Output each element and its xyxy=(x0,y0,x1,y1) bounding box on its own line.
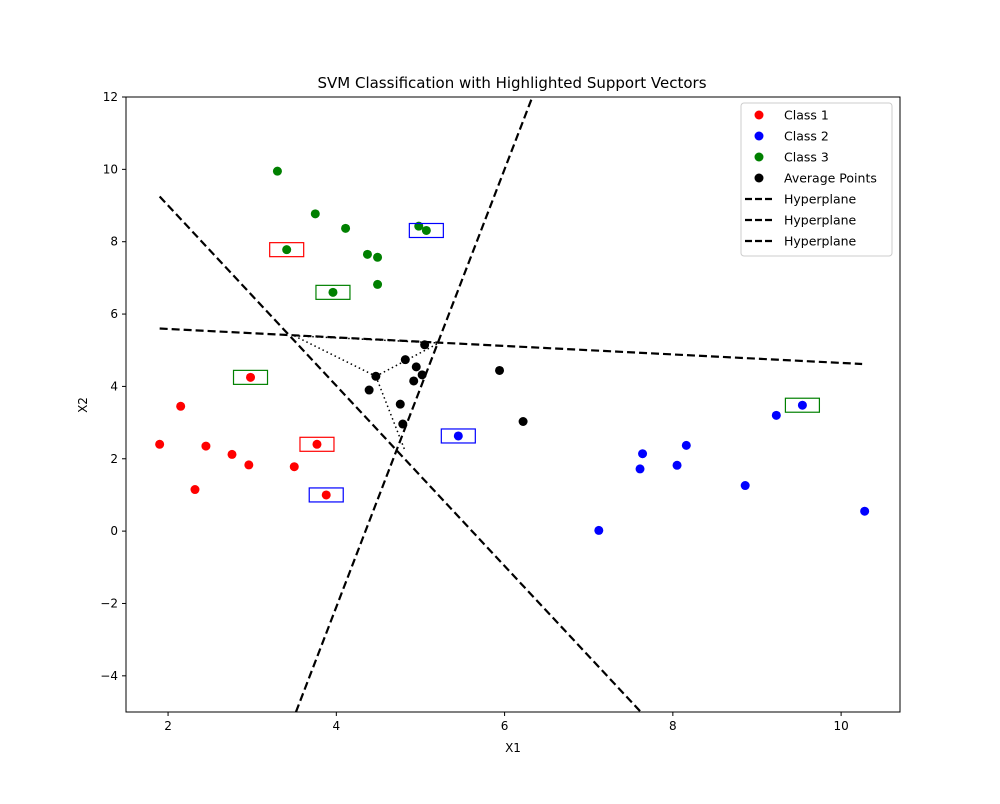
hyperplane-line-2 xyxy=(294,97,534,712)
legend-marker xyxy=(754,152,764,162)
dotted-line-2 xyxy=(294,335,440,344)
class-2-point-9 xyxy=(797,400,807,410)
y-tick-label: 10 xyxy=(103,162,118,176)
support-vector-box-4 xyxy=(232,369,269,385)
average-points-point-10 xyxy=(495,365,505,375)
support-vector-box-8 xyxy=(308,487,344,503)
y-tick-label: −4 xyxy=(100,669,118,683)
dotted-line-1 xyxy=(293,335,377,377)
plot-frame xyxy=(125,96,901,713)
class-1-point-3 xyxy=(190,485,200,495)
class-3-point-3 xyxy=(310,209,320,219)
average-points-point-5 xyxy=(400,355,410,365)
y-tick-label: −2 xyxy=(100,596,118,610)
class-2-point-7 xyxy=(740,481,750,491)
plot-area xyxy=(155,97,870,712)
class-1-point-8 xyxy=(289,462,299,472)
legend-label: Hyperplane xyxy=(784,192,857,207)
average-points-point-11 xyxy=(518,417,528,427)
class-3-point-6 xyxy=(362,249,372,259)
average-points-point-9 xyxy=(420,340,430,350)
hyperplane-line-3 xyxy=(159,327,863,366)
class-1-point-6 xyxy=(244,460,254,470)
average-points-point-2 xyxy=(371,371,381,381)
class-2-point-8 xyxy=(771,410,781,420)
x-axis-label: X1 xyxy=(505,741,521,755)
class-1-point-5 xyxy=(227,449,237,459)
class-2-point-2 xyxy=(594,525,604,535)
class-2-point-4 xyxy=(638,449,648,459)
y-tick-label: 2 xyxy=(110,452,118,466)
axes: 2 4 6 8 10 −4 −2 0 2 4 6 8 10 12 xyxy=(100,90,901,733)
legend-label: Average Points xyxy=(784,171,877,186)
class-3-point-10 xyxy=(421,225,431,235)
dotted-line-3 xyxy=(375,342,440,377)
average-points-point-8 xyxy=(417,370,427,380)
average-points-point-7 xyxy=(411,362,421,372)
legend-label: Class 2 xyxy=(784,129,829,144)
class-1-point-2 xyxy=(176,401,186,411)
class-3-point-5 xyxy=(341,223,351,233)
hyperplane-line-1 xyxy=(158,195,642,712)
y-tick-label: 0 xyxy=(110,524,118,538)
legend-frame xyxy=(740,102,893,257)
class-1-point-9 xyxy=(312,439,322,449)
class-3-point-4 xyxy=(328,287,338,297)
legend-label: Class 1 xyxy=(784,108,829,123)
legend-label: Hyperplane xyxy=(784,234,857,249)
class-3-point-1 xyxy=(272,166,282,176)
legend-marker xyxy=(754,110,764,120)
y-tick-label: 4 xyxy=(110,379,118,393)
y-axis-label: X2 xyxy=(76,397,90,413)
legend-label: Hyperplane xyxy=(784,213,857,228)
legend-marker xyxy=(754,173,764,183)
support-vector-box-2 xyxy=(299,436,335,452)
y-tick-label: 12 xyxy=(103,90,118,104)
support-vector-box-1 xyxy=(269,242,305,258)
class-1-point-7 xyxy=(246,372,256,382)
support-vector-box-3 xyxy=(315,284,351,300)
class-3-point-2 xyxy=(282,245,292,255)
average-points-point-6 xyxy=(409,376,419,386)
class-2-point-3 xyxy=(635,464,645,474)
dotted-line-4 xyxy=(375,376,407,452)
class-2-point-5 xyxy=(672,460,682,470)
legend-marker xyxy=(754,131,764,141)
legend: Class 1 Class 2 Class 3 Average Points Hyper… xyxy=(740,102,893,257)
class-1-point-1 xyxy=(155,439,165,449)
support-vector-box-5 xyxy=(784,397,821,413)
x-tick-label: 4 xyxy=(333,719,341,733)
support-vector-box-7 xyxy=(440,428,476,444)
average-points-point-3 xyxy=(395,399,405,409)
x-tick-label: 2 xyxy=(164,719,172,733)
x-tick-label: 8 xyxy=(669,719,677,733)
class-1-point-10 xyxy=(321,490,331,500)
class-2-point-1 xyxy=(453,431,463,441)
x-tick-label: 10 xyxy=(833,719,848,733)
class-3-point-8 xyxy=(373,279,383,289)
average-points-point-1 xyxy=(364,385,374,395)
legend-label: Class 3 xyxy=(784,150,829,165)
class-2-point-6 xyxy=(681,440,691,450)
class-1-point-4 xyxy=(201,441,211,451)
x-tick-label: 6 xyxy=(501,719,509,733)
chart-title: SVM Classification with Highlighted Supp… xyxy=(317,74,706,92)
average-points-point-4 xyxy=(398,419,408,429)
support-vector-box-6 xyxy=(408,222,444,239)
class-2-point-10 xyxy=(860,506,870,516)
y-tick-label: 6 xyxy=(110,307,118,321)
y-tick-label: 8 xyxy=(110,235,118,249)
class-3-point-7 xyxy=(373,252,383,262)
